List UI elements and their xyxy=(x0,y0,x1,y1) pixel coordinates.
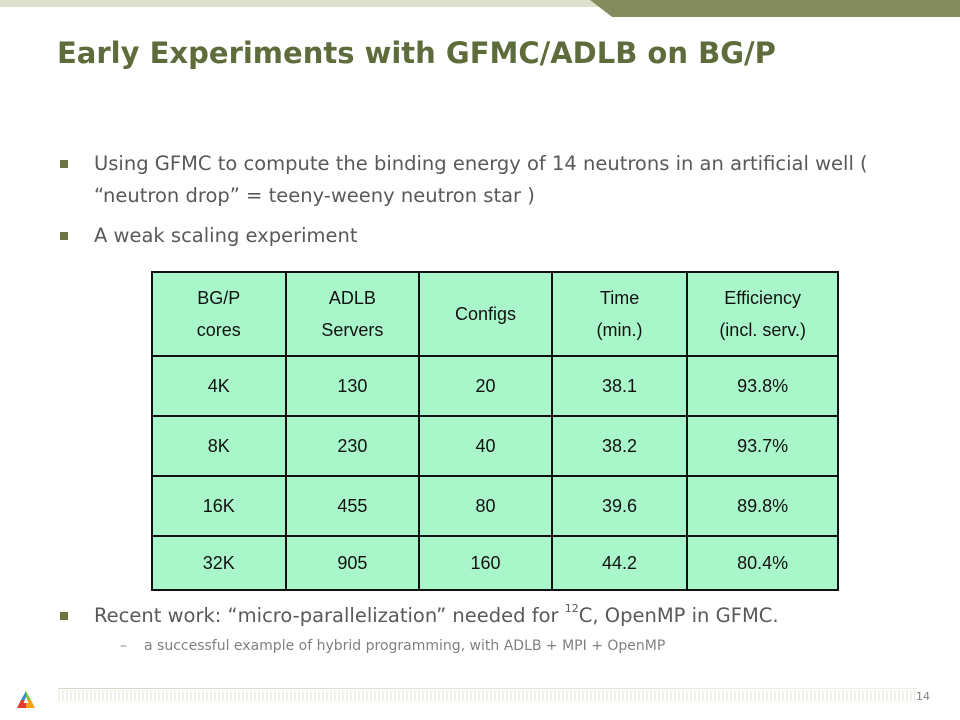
table-cell: 130 xyxy=(284,355,421,417)
table-cell: 32K xyxy=(151,535,287,591)
footer-divider xyxy=(58,688,918,689)
table-row: 8K 230 40 38.2 93.7% xyxy=(151,415,839,477)
scaling-table: BG/P cores ADLB Servers Configs Time (mi… xyxy=(151,271,839,591)
sub-bullet-text: a successful example of hybrid programmi… xyxy=(144,638,666,654)
header-line: (min.) xyxy=(596,320,643,340)
header-cell: BG/P cores xyxy=(151,271,287,357)
header-line: Servers xyxy=(321,320,384,340)
header-line: BG/P xyxy=(197,288,241,308)
table-cell: 4K xyxy=(151,355,287,417)
footer-band xyxy=(58,690,918,702)
bullet-text: A weak scaling experiment xyxy=(94,224,358,247)
bullet-text-before: Recent work: “micro-parallelization” nee… xyxy=(94,604,565,627)
table-cell: 20 xyxy=(418,355,553,417)
square-bullet-icon xyxy=(60,160,68,168)
header-line: (incl. serv.) xyxy=(719,320,806,340)
header-line: Efficiency xyxy=(724,288,801,308)
header-line: cores xyxy=(196,320,241,340)
header-line: Time xyxy=(599,288,640,308)
bullet-item: A weak scaling experiment xyxy=(58,220,954,252)
table-cell: 80.4% xyxy=(686,535,839,591)
table-row: 32K 905 160 44.2 80.4% xyxy=(151,535,839,591)
table-cell: 39.6 xyxy=(550,475,689,537)
bullet-text: Using GFMC to compute the binding energy… xyxy=(94,152,868,207)
slide-title: Early Experiments with GFMC/ADLB on BG/P xyxy=(57,36,776,70)
bullet-item: Using GFMC to compute the binding energy… xyxy=(58,148,954,212)
page-number: 14 xyxy=(916,690,930,703)
table-cell: 44.2 xyxy=(550,535,689,591)
table-cell: 40 xyxy=(418,415,553,477)
top-decor-band xyxy=(0,0,960,7)
bullet-item: Recent work: “micro-parallelization” nee… xyxy=(58,600,954,632)
table-header-row: BG/P cores ADLB Servers Configs Time (mi… xyxy=(151,271,839,357)
table-row: 16K 455 80 39.6 89.8% xyxy=(151,475,839,537)
square-bullet-icon xyxy=(60,232,68,240)
table-cell: 38.2 xyxy=(550,415,689,477)
header-cell: Time (min.) xyxy=(550,271,689,357)
table-cell: 93.8% xyxy=(686,355,839,417)
table-cell: 905 xyxy=(284,535,421,591)
table-cell: 80 xyxy=(418,475,553,537)
bullet-text-after: C, OpenMP in GFMC. xyxy=(578,604,779,627)
table-cell: 455 xyxy=(284,475,421,537)
square-bullet-icon xyxy=(60,612,68,620)
top-accent-bar xyxy=(590,0,960,17)
sub-bullet-item: – a successful example of hybrid programm… xyxy=(120,638,665,654)
table-cell: 89.8% xyxy=(686,475,839,537)
header-cell: ADLB Servers xyxy=(284,271,421,357)
table-row: 4K 130 20 38.1 93.8% xyxy=(151,355,839,417)
header-cell: Configs xyxy=(418,271,553,357)
header-line: Configs xyxy=(454,304,516,324)
superscript-mass-number: 12 xyxy=(564,601,579,615)
table-cell: 93.7% xyxy=(686,415,839,477)
table-cell: 160 xyxy=(418,535,553,591)
table-cell: 16K xyxy=(151,475,287,537)
table-cell: 230 xyxy=(284,415,421,477)
header-line: ADLB xyxy=(328,288,376,308)
table-cell: 38.1 xyxy=(550,355,689,417)
table-cell: 8K xyxy=(151,415,287,477)
dash-bullet-icon: – xyxy=(120,638,127,654)
header-cell: Efficiency (incl. serv.) xyxy=(686,271,839,357)
argonne-logo-icon xyxy=(17,691,35,708)
